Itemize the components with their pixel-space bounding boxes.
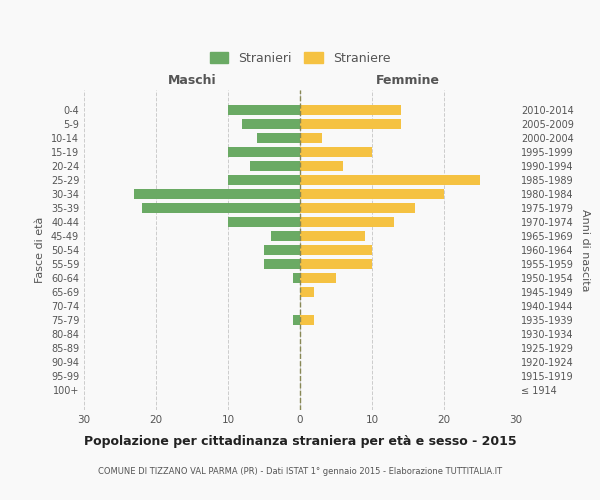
Bar — [264, 244, 300, 256]
Text: Popolazione per cittadinanza straniera per età e sesso - 2015: Popolazione per cittadinanza straniera p… — [83, 435, 517, 448]
Bar — [300, 286, 314, 298]
Y-axis label: Fasce di età: Fasce di età — [35, 217, 45, 283]
Bar — [300, 230, 365, 241]
Y-axis label: Anni di nascita: Anni di nascita — [580, 209, 590, 291]
Bar — [257, 132, 300, 143]
Bar — [300, 174, 480, 186]
Text: COMUNE DI TIZZANO VAL PARMA (PR) - Dati ISTAT 1° gennaio 2015 - Elaborazione TUT: COMUNE DI TIZZANO VAL PARMA (PR) - Dati … — [98, 468, 502, 476]
Bar — [300, 216, 394, 228]
Bar — [228, 146, 300, 158]
Bar — [300, 244, 372, 256]
Bar — [300, 188, 444, 200]
Bar — [264, 258, 300, 270]
Bar — [242, 118, 300, 130]
Legend: Stranieri, Straniere: Stranieri, Straniere — [209, 52, 391, 64]
Bar — [300, 314, 314, 326]
Bar — [293, 314, 300, 326]
Bar — [300, 146, 372, 158]
Bar — [300, 132, 322, 143]
Bar — [142, 202, 300, 213]
Bar — [134, 188, 300, 200]
Text: Femmine: Femmine — [376, 74, 440, 87]
Bar — [228, 104, 300, 116]
Bar — [300, 258, 372, 270]
Bar — [300, 104, 401, 116]
Bar — [250, 160, 300, 172]
Bar — [271, 230, 300, 241]
Bar — [300, 202, 415, 213]
Bar — [228, 174, 300, 186]
Bar — [300, 118, 401, 130]
Bar — [293, 272, 300, 283]
Bar — [228, 216, 300, 228]
Text: Maschi: Maschi — [167, 74, 217, 87]
Bar — [300, 272, 336, 283]
Bar — [300, 160, 343, 172]
